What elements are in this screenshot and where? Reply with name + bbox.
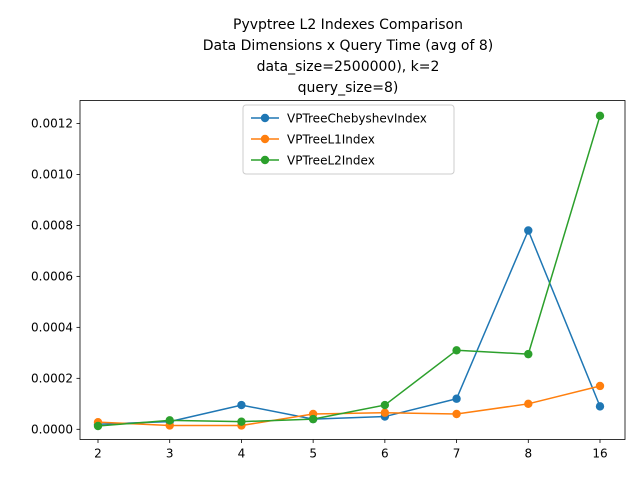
data-point — [595, 381, 605, 391]
series-line — [97, 229, 601, 425]
data-point — [524, 399, 533, 409]
y-tick-label: 0.0008 — [31, 218, 73, 232]
y-tick-label: 0.0004 — [31, 320, 73, 334]
legend-box — [242, 104, 455, 175]
chart-title-line-2: Data Dimensions x Query Time (avg of 8) — [203, 38, 493, 54]
data-point — [452, 346, 461, 355]
y-tick-label: 0.0012 — [31, 116, 73, 130]
legend-label: VPTreeL2Index — [287, 154, 375, 168]
data-point — [595, 402, 605, 411]
legend-item: VPTreeL2Index — [251, 154, 375, 168]
x-tick-label: 8 — [524, 447, 532, 461]
data-point — [237, 417, 246, 426]
legend-item: VPTreeChebyshevIndex — [251, 112, 427, 126]
x-tick-label: 6 — [381, 447, 389, 461]
data-point — [524, 349, 533, 359]
chart-title-line-1: Pyvptree L2 Indexes Comparison — [233, 17, 463, 33]
data-point — [93, 421, 103, 431]
data-point — [308, 414, 318, 424]
series-layer — [93, 111, 605, 431]
y-axis: 0.0000 0.0002 0.0004 0.0006 0.0008 0.0010 0.00… — [31, 116, 80, 436]
series-VPTreeL2Index — [93, 111, 605, 431]
data-point — [595, 111, 605, 120]
x-tick-label: 4 — [238, 447, 246, 461]
x-tick-label: 3 — [166, 447, 174, 461]
legend-label: VPTreeChebyshevIndex — [287, 112, 427, 126]
chart-title-line-4: query_size=8) — [298, 80, 399, 96]
y-tick-label: 0.0002 — [31, 371, 73, 385]
y-tick-label: 0.0010 — [31, 167, 73, 181]
series-VPTreeL1Index — [93, 381, 605, 430]
legend: VPTreeChebyshevIndex VPTreeL1Index VPTreeL… — [242, 104, 455, 175]
data-point — [452, 394, 461, 403]
legend-item: VPTreeL1Index — [251, 133, 375, 147]
data-point — [237, 400, 246, 410]
x-axis: 2 3 4 5 6 7 8 16 — [94, 439, 608, 461]
legend-label: VPTreeL1Index — [287, 133, 375, 147]
x-tick-label: 5 — [309, 447, 317, 461]
x-tick-label: 7 — [453, 447, 461, 461]
y-tick-label: 0.0000 — [31, 422, 73, 436]
series-line — [97, 115, 601, 427]
chart-title-line-3: data_size=2500000), k=2 — [257, 59, 440, 75]
data-point — [524, 226, 533, 235]
chart-title: Pyvptree L2 Indexes Comparison Data Dime… — [203, 17, 493, 96]
plot-area-frame — [79, 100, 626, 440]
x-tick-label: 2 — [94, 447, 102, 461]
y-tick-label: 0.0006 — [31, 269, 73, 283]
legend-marker — [260, 155, 270, 165]
data-point — [452, 409, 461, 419]
data-point — [165, 416, 174, 425]
x-tick-label: 16 — [592, 447, 607, 461]
series-line — [97, 385, 601, 427]
legend-marker — [260, 134, 270, 144]
data-point — [380, 408, 390, 417]
data-point — [380, 400, 390, 410]
legend-marker — [260, 113, 270, 123]
